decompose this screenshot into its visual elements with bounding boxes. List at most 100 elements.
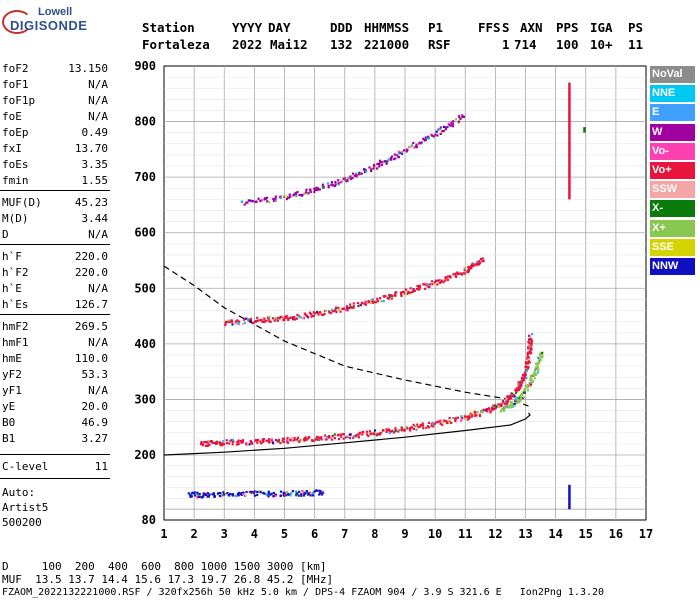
echo-point: [308, 491, 311, 494]
echo-point: [265, 319, 268, 323]
echo-point: [289, 494, 292, 497]
echo-point: [379, 432, 382, 435]
echo-point: [346, 179, 349, 182]
echo-point: [269, 493, 272, 496]
echo-point: [236, 493, 239, 496]
echo-point: [305, 438, 308, 441]
header-label: Station: [142, 20, 195, 35]
echo-point: [444, 279, 447, 282]
echo-point: [376, 297, 379, 300]
echo-point: [416, 423, 419, 426]
echo-point: [474, 414, 477, 417]
echo-point: [389, 430, 392, 433]
param-value: 53.3: [81, 368, 109, 381]
echo-point: [225, 442, 228, 445]
echo-point: [225, 320, 228, 324]
echo-point: [458, 272, 461, 275]
echo-point: [521, 380, 524, 383]
param-row: hmF2 269.5: [2, 320, 108, 336]
param-name: D: [2, 228, 9, 241]
echo-point: [523, 376, 526, 379]
param-value: 45.23: [74, 196, 108, 209]
echo-point: [269, 320, 272, 323]
echo-point: [356, 302, 359, 305]
echo-point: [231, 323, 234, 326]
echo-point: [222, 443, 225, 446]
echo-point: [329, 312, 332, 315]
echo-point: [524, 384, 527, 387]
echo-point: [240, 441, 243, 444]
echo-point: [201, 496, 204, 499]
echo-point: [257, 197, 260, 200]
legend-item: E: [650, 104, 695, 122]
echo-point: [210, 440, 213, 443]
echo-point: [229, 320, 232, 323]
echo-point: [534, 373, 537, 377]
echo-point: [389, 157, 392, 160]
echo-point: [206, 492, 210, 495]
echo-point: [511, 404, 514, 407]
echo-point: [527, 358, 530, 361]
echo-point: [315, 437, 318, 440]
echo-point: [494, 407, 497, 410]
echo-point: [426, 425, 430, 428]
echo-point: [346, 307, 349, 310]
echo-point: [515, 388, 518, 391]
echo-point: [392, 158, 395, 161]
echo-point: [305, 188, 308, 191]
echo-point: [337, 438, 341, 441]
header-value: 1: [502, 37, 510, 52]
echo-point: [203, 441, 206, 444]
echo-point: [223, 493, 226, 496]
echo-point: [352, 436, 355, 439]
echo-point: [305, 490, 308, 493]
param-row: fxI 13.70: [2, 142, 108, 158]
param-value: N/A: [88, 78, 108, 91]
echo-point: [193, 494, 197, 497]
echo-point: [409, 291, 412, 294]
echo-point: [522, 379, 525, 382]
echo-point: [430, 280, 434, 283]
x-tick-label: 12: [488, 527, 502, 541]
echo-point: [209, 440, 212, 443]
echo-point: [530, 341, 533, 345]
echo-point: [412, 423, 415, 426]
header-value: 11: [628, 37, 644, 52]
echo-point: [379, 297, 382, 300]
echo-point: [365, 170, 368, 173]
echo-point: [460, 415, 463, 418]
echo-point: [238, 320, 241, 323]
echo-point: [537, 356, 540, 359]
echo-point: [460, 419, 463, 422]
echo-point: [524, 373, 527, 376]
echo-point: [472, 264, 475, 267]
echo-point: [398, 428, 401, 432]
param-name: foF2: [2, 62, 29, 75]
echo-point: [259, 199, 262, 203]
echo-point: [287, 196, 290, 199]
echo-point: [474, 263, 477, 266]
echo-point: [187, 492, 190, 495]
echo-point: [288, 193, 291, 196]
echo-point: [406, 427, 409, 430]
echo-point: [501, 402, 504, 405]
echo-point: [368, 166, 371, 169]
echo-point: [320, 313, 323, 316]
echo-point: [291, 318, 295, 321]
echo-point: [503, 407, 507, 410]
echo-point: [245, 441, 248, 445]
x-tick-label: 10: [428, 527, 442, 541]
echo-point: [351, 177, 354, 180]
echo-point: [317, 438, 320, 441]
echo-point: [532, 372, 535, 375]
echo-point: [344, 436, 347, 439]
param-value: 220.0: [74, 250, 108, 263]
echo-point: [441, 423, 444, 426]
echo-point: [539, 352, 542, 355]
echo-point: [458, 116, 461, 119]
echo-point: [509, 404, 512, 407]
echo-point: [207, 495, 210, 498]
echo-point: [262, 317, 265, 320]
param-row: yE 20.0: [2, 400, 108, 416]
echo-point: [343, 177, 346, 180]
